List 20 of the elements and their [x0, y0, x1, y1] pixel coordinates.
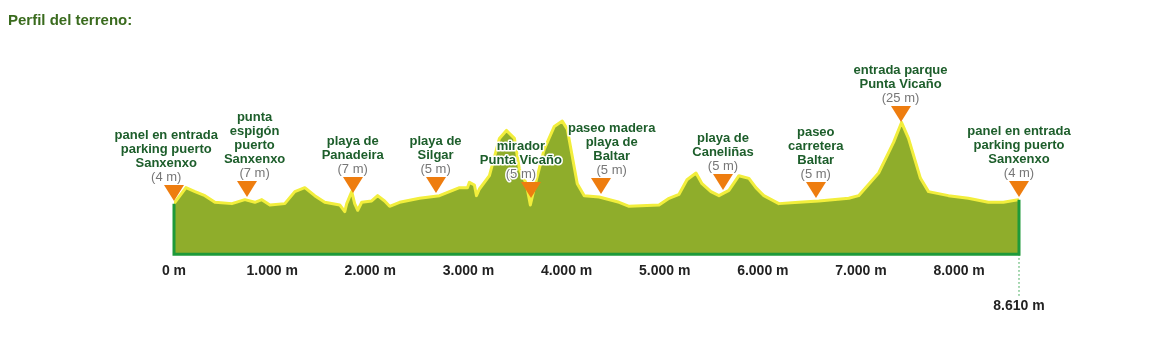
annotation: punta espigón puerto Sanxenxo (7 m)	[223, 108, 286, 180]
annotation: panel en entrada parking puerto Sanxenxo (4 m)	[114, 126, 219, 184]
x-tick-label: 1.000 m	[246, 262, 298, 279]
x-tick-label: 2.000 m	[344, 262, 396, 279]
chart-title: Perfil del terreno:	[8, 11, 133, 28]
annotation: playa de Caneliñas (5 m)	[692, 129, 754, 173]
annotation: entrada parque Punta Vicaño (25 m)	[853, 62, 948, 106]
annotation: playa de Panadeira (7 m)	[321, 132, 385, 176]
x-tick-label: 5.000 m	[639, 262, 691, 279]
x-tick-label: 0 m	[161, 262, 187, 279]
x-tick-label: 3.000 m	[442, 262, 495, 279]
x-tick-label: 6.000 m	[737, 262, 789, 279]
x-tick-label: 4.000 m	[540, 262, 593, 279]
x-tick-label: 7.000 m	[835, 262, 887, 279]
annotation: paseo madera playa de Baltar (5 m)	[567, 119, 657, 177]
x-tick-label: 8.000 m	[933, 262, 985, 279]
ref-line-label: 8.610 m	[993, 297, 1045, 314]
annotation: panel en entrada parking puerto Sanxenxo (4 m)	[967, 122, 1072, 180]
annotation: paseo carretera Baltar (5 m)	[787, 123, 845, 181]
annotation: playa de Silgar (5 m)	[409, 132, 462, 176]
